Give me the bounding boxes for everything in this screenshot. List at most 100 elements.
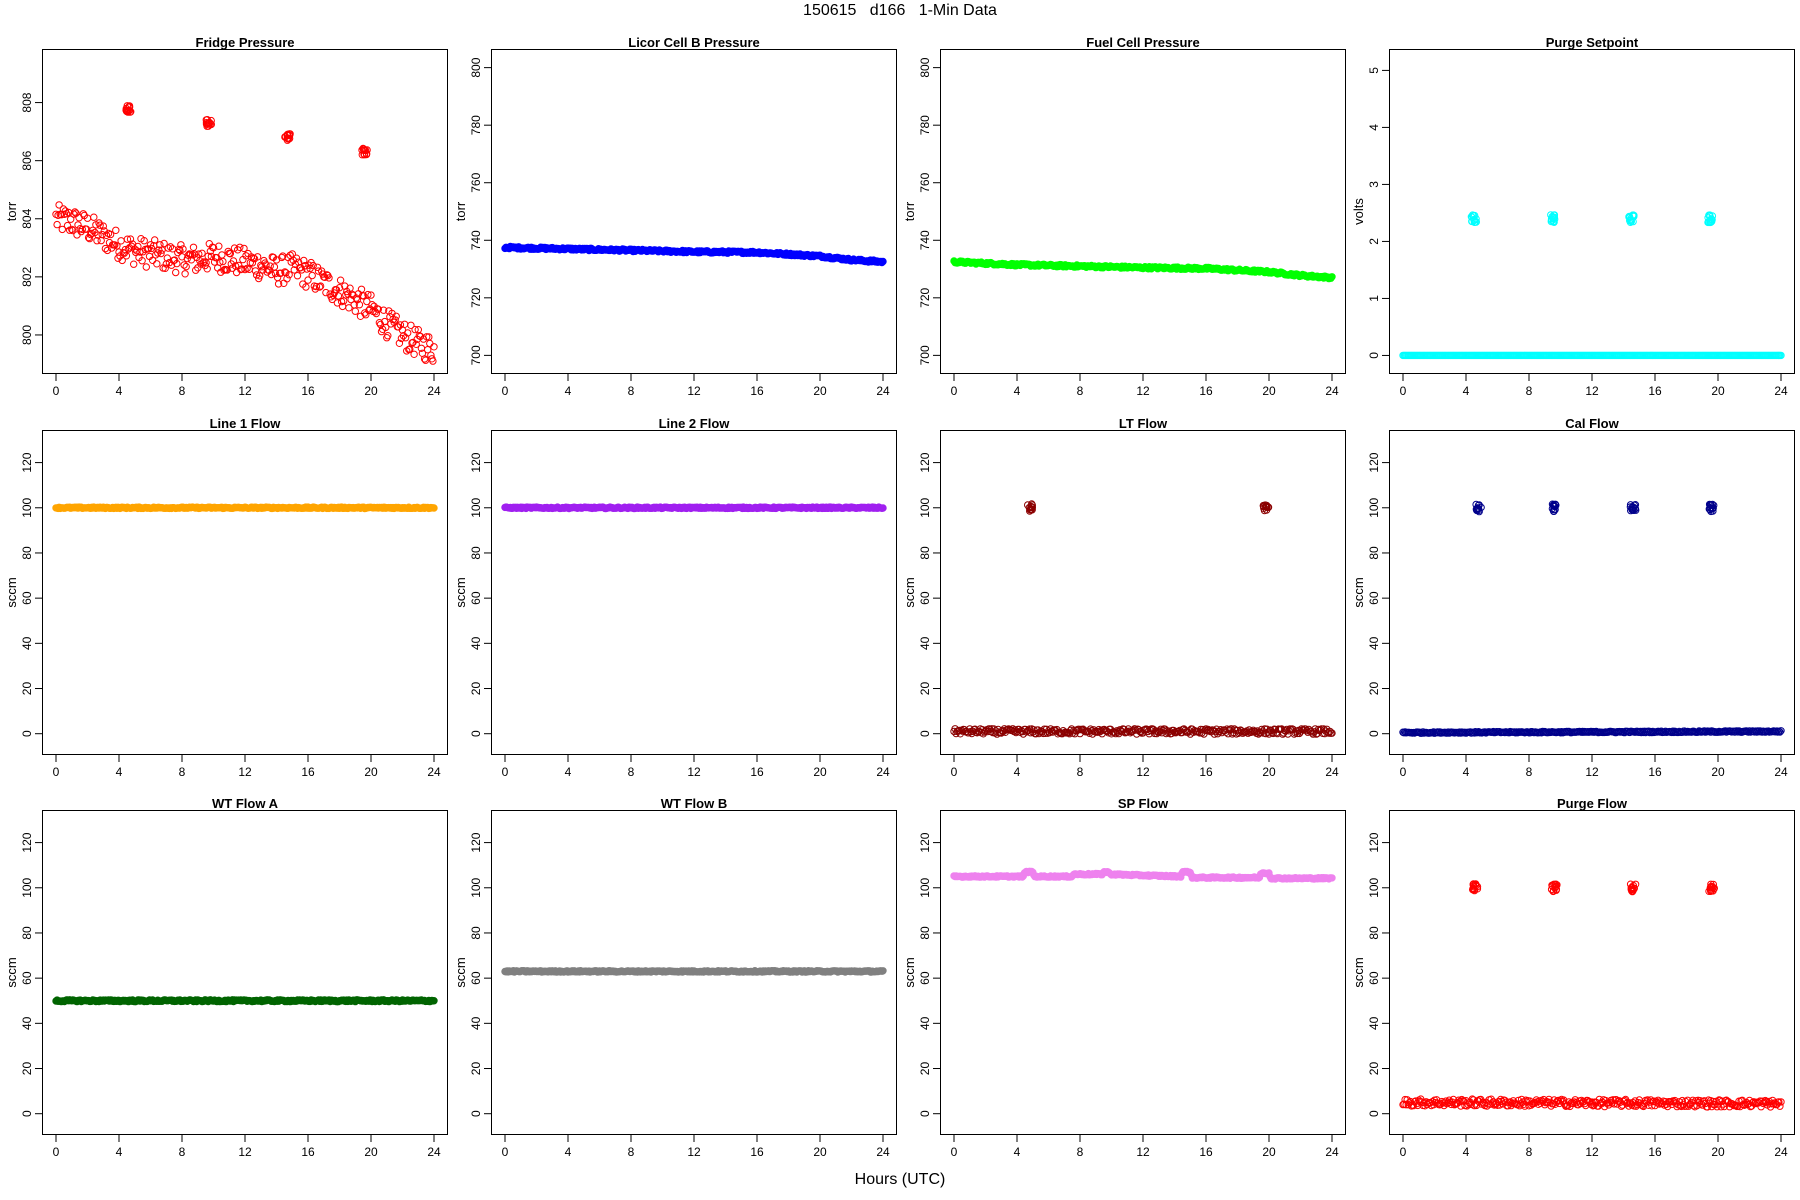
data-point xyxy=(1286,725,1294,733)
y-axis-label: sccm xyxy=(453,957,468,987)
x-tick-label: 8 xyxy=(628,384,635,398)
data-series xyxy=(950,867,1336,883)
y-tick-label: 80 xyxy=(469,546,483,560)
x-tick-label: 24 xyxy=(1325,1145,1339,1159)
data-point xyxy=(106,230,115,239)
y-tick-label: 40 xyxy=(469,1016,483,1030)
panel-title: Fridge Pressure xyxy=(196,35,295,50)
y-axis-label: volts xyxy=(1351,198,1366,225)
data-point xyxy=(1703,1103,1712,1111)
data-point xyxy=(189,243,198,252)
data-point xyxy=(313,263,322,272)
data-point xyxy=(430,504,438,512)
data-point xyxy=(1626,501,1635,509)
x-tick-label: 16 xyxy=(1199,1145,1213,1159)
data-point xyxy=(355,301,364,309)
data-point xyxy=(400,320,409,328)
data-point xyxy=(420,355,429,363)
x-tick-label: 0 xyxy=(502,765,509,779)
x-tick-label: 4 xyxy=(565,765,572,779)
data-point xyxy=(336,276,345,284)
data-point xyxy=(285,135,293,143)
y-tick-label: 120 xyxy=(469,452,483,472)
data-point xyxy=(1549,213,1558,222)
data-point xyxy=(401,334,410,342)
plot-frame xyxy=(940,810,1346,1135)
data-point xyxy=(1569,1099,1577,1108)
plot-frame xyxy=(1389,430,1795,755)
data-point xyxy=(55,201,63,209)
data-point xyxy=(157,249,165,258)
y-tick-label: 20 xyxy=(20,682,34,696)
data-point xyxy=(1547,885,1556,894)
y-tick-label: 20 xyxy=(918,1062,932,1076)
data-point xyxy=(1680,1102,1689,1110)
data-point xyxy=(242,252,250,260)
data-point xyxy=(1708,212,1717,220)
y-tick-label: 60 xyxy=(469,591,483,605)
data-point xyxy=(285,271,293,279)
data-point xyxy=(1474,504,1482,512)
data-point xyxy=(175,245,183,254)
data-point xyxy=(1471,211,1479,220)
x-tick-label: 20 xyxy=(813,384,827,398)
plot-frame xyxy=(940,430,1346,755)
x-tick-label: 16 xyxy=(1199,384,1213,398)
data-point xyxy=(69,226,77,235)
x-tick-label: 24 xyxy=(1774,1145,1788,1159)
data-point xyxy=(1765,1097,1774,1106)
x-tick-label: 0 xyxy=(951,1145,958,1159)
x-tick-label: 4 xyxy=(1463,384,1470,398)
y-tick-label: 0 xyxy=(20,730,34,737)
x-tick-label: 8 xyxy=(628,1145,635,1159)
data-point xyxy=(360,146,368,154)
x-tick-label: 4 xyxy=(1463,1145,1470,1159)
y-tick-label: 0 xyxy=(469,1110,483,1117)
data-point xyxy=(198,249,206,258)
data-point xyxy=(180,261,188,269)
x-tick-label: 4 xyxy=(1014,384,1021,398)
y-tick-label: 100 xyxy=(469,877,483,897)
y-tick-label: 20 xyxy=(1367,682,1381,696)
y-tick-label: 100 xyxy=(20,497,34,517)
y-axis-label: torr xyxy=(453,201,468,221)
data-point xyxy=(395,339,404,347)
x-tick-label: 24 xyxy=(876,384,890,398)
y-tick-label: 100 xyxy=(1367,877,1381,897)
x-tick-label: 0 xyxy=(53,1145,60,1159)
data-point xyxy=(126,108,134,116)
data-point xyxy=(192,266,200,274)
data-point xyxy=(429,357,437,365)
x-tick-label: 4 xyxy=(116,1145,123,1159)
x-tick-label: 16 xyxy=(301,384,315,398)
y-tick-label: 1 xyxy=(1367,295,1381,302)
y-tick-label: 60 xyxy=(469,971,483,985)
data-point xyxy=(163,254,172,262)
data-point xyxy=(63,221,72,230)
data-point xyxy=(172,268,180,277)
y-tick-label: 40 xyxy=(20,636,34,650)
y-tick-label: 120 xyxy=(469,832,483,852)
y-tick-label: 80 xyxy=(20,546,34,560)
data-point xyxy=(229,257,238,265)
x-tick-label: 20 xyxy=(364,765,378,779)
y-axis-label: torr xyxy=(902,201,917,221)
panel-title: Cal Flow xyxy=(1565,416,1619,431)
x-tick-label: 12 xyxy=(1136,765,1150,779)
data-point xyxy=(142,263,151,271)
y-tick-label: 700 xyxy=(918,345,932,365)
data-point xyxy=(308,271,316,280)
data-point xyxy=(430,343,438,351)
x-tick-label: 16 xyxy=(1648,1145,1662,1159)
y-tick-label: 60 xyxy=(918,971,932,985)
y-tick-label: 780 xyxy=(469,115,483,135)
data-series xyxy=(501,242,887,267)
x-tick-label: 24 xyxy=(876,1145,890,1159)
data-point xyxy=(215,242,223,250)
data-point xyxy=(1328,729,1336,737)
data-point xyxy=(238,265,246,273)
data-point xyxy=(1458,1095,1466,1104)
data-point xyxy=(73,231,81,239)
data-point xyxy=(1627,885,1636,894)
